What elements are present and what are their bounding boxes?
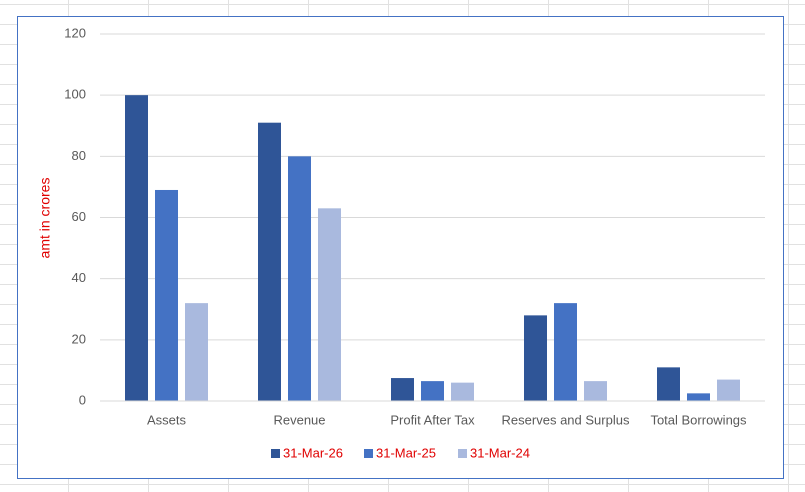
- x-tick-label: Profit After Tax: [390, 412, 475, 427]
- bar: [524, 315, 547, 401]
- bar: [288, 156, 311, 401]
- y-tick-label: 80: [72, 148, 86, 163]
- bar: [258, 122, 281, 402]
- bar: [717, 379, 740, 401]
- x-tick-label: Reserves and Surplus: [502, 412, 630, 427]
- bar: [421, 381, 444, 401]
- y-tick-label: 120: [64, 25, 86, 40]
- y-tick-label: 40: [72, 270, 86, 285]
- x-tick-label: Total Borrowings: [650, 412, 747, 427]
- y-tick-label: 100: [64, 87, 86, 102]
- bar: [318, 208, 341, 401]
- bar: [657, 367, 680, 401]
- legend-swatch: [458, 449, 467, 458]
- legend-label: 31-Mar-26: [283, 445, 343, 460]
- y-tick-label: 0: [79, 392, 86, 407]
- bar: [155, 189, 178, 401]
- legend-label: 31-Mar-25: [376, 445, 436, 460]
- legend-swatch: [364, 449, 373, 458]
- bar: [125, 95, 148, 402]
- bar: [185, 303, 208, 401]
- legend-label: 31-Mar-24: [470, 445, 530, 460]
- bar: [391, 378, 414, 401]
- y-axis-title: amt in crores: [37, 178, 53, 259]
- x-tick-label: Revenue: [273, 412, 325, 427]
- bar: [584, 381, 607, 401]
- bar: [554, 303, 577, 401]
- y-tick-label: 60: [72, 209, 86, 224]
- legend-swatch: [271, 449, 280, 458]
- bar: [451, 382, 474, 401]
- y-tick-label: 20: [72, 331, 86, 346]
- bar: [687, 393, 710, 401]
- x-tick-label: Assets: [147, 412, 187, 427]
